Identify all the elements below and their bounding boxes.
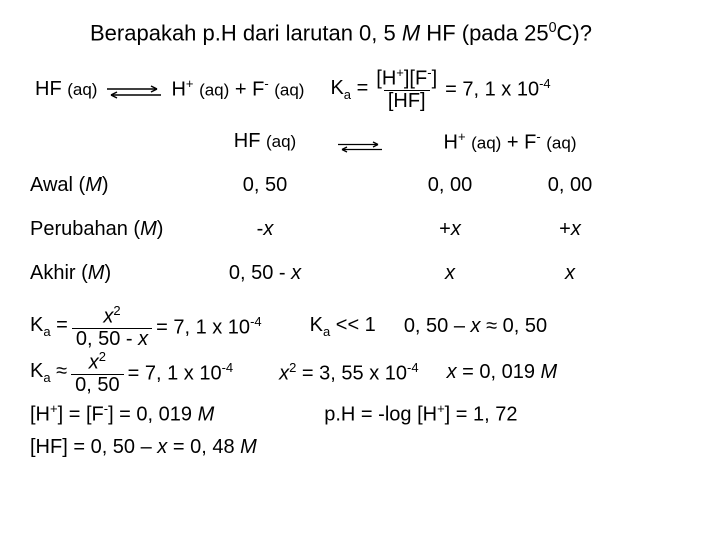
cell: x — [510, 262, 630, 285]
h-f-conc: [H+] = [F-] = 0, 019 M — [30, 401, 214, 427]
ka-eq-label: Ka = — [30, 314, 68, 339]
ka-denominator: [HF] — [384, 90, 430, 112]
title: Berapakah p.H dari larutan 0, 5 M HF (pa… — [90, 20, 690, 46]
row-label-final: Akhir (M) — [30, 262, 200, 285]
approx-cond: Ka << 1 — [310, 314, 376, 339]
row-label-change: Perubahan (M) — [30, 218, 200, 241]
calculations: Ka = x2 0, 50 - x = 7, 1 x 10-4 Ka << 1 … — [30, 304, 690, 464]
cell: +x — [390, 218, 510, 241]
ice-header-hf: HF (aq) — [200, 130, 330, 153]
ice-header-products: H+ (aq) + F- (aq) — [390, 129, 630, 155]
dissociation-equation: HF (aq) H+ (aq) + F- (aq) Ka = [H+][F-] … — [35, 66, 690, 112]
equilibrium-arrow-icon — [105, 82, 163, 96]
ka-approx-label: Ka ≈ — [30, 360, 67, 385]
cell: -x — [200, 218, 330, 241]
equilibrium-arrow-icon — [336, 136, 384, 148]
denominator: 0, 50 - x — [72, 328, 152, 350]
approx-result: 0, 50 – x ≈ 0, 50 — [404, 315, 547, 338]
cell: +x — [510, 218, 630, 241]
ice-table: HF (aq) H+ (aq) + F- (aq) Awal (M) 0, 50… — [30, 120, 690, 296]
ph-result: p.H = -log [H+] = 1, 72 — [324, 401, 517, 427]
cell: 0, 50 - x — [200, 262, 330, 285]
eq-value: = 7, 1 x 10-4 — [156, 314, 262, 340]
eq-right: H+ (aq) + F- (aq) — [171, 76, 304, 102]
hf-conc: [HF] = 0, 50 – x = 0, 48 M — [30, 436, 257, 459]
numerator: x2 — [85, 350, 110, 374]
cell: 0, 00 — [390, 174, 510, 197]
numerator: x2 — [99, 304, 124, 328]
denominator: 0, 50 — [71, 374, 123, 396]
cell: x — [390, 262, 510, 285]
x2-value: x2 = 3, 55 x 10-4 — [279, 360, 418, 386]
ka-numerator: [H+][F-] — [372, 66, 441, 90]
cell: 0, 50 — [200, 174, 330, 197]
fraction: x2 0, 50 - x — [72, 304, 152, 350]
row-label-initial: Awal (M) — [30, 174, 200, 197]
eq-value: = 7, 1 x 10-4 — [128, 360, 234, 386]
x-value: x = 0, 019 M — [447, 361, 558, 384]
ka-fraction: [H+][F-] [HF] — [372, 66, 441, 112]
ka-label: Ka = — [330, 77, 368, 102]
ka-value: = 7, 1 x 10-4 — [445, 76, 551, 102]
eq-left: HF (aq) — [35, 78, 97, 101]
cell: 0, 00 — [510, 174, 630, 197]
fraction: x2 0, 50 — [71, 350, 123, 396]
